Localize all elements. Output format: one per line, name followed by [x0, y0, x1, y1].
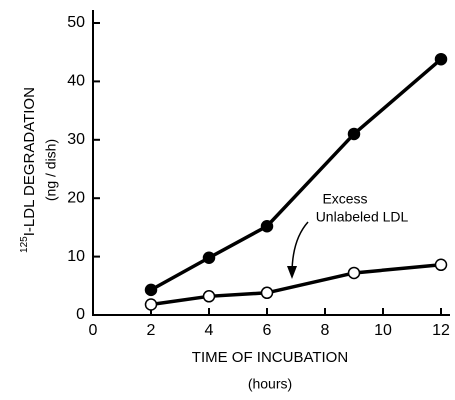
point [347, 266, 361, 280]
y-tick-label: 30 [67, 131, 85, 148]
annotation: Unlabeled LDL [316, 209, 409, 225]
point [202, 290, 216, 303]
y-tick-label: 10 [67, 248, 85, 265]
point [260, 219, 274, 233]
point [260, 286, 274, 300]
annotation-arrowhead [287, 266, 297, 279]
x-axis-label: TIME OF INCUBATION [192, 349, 348, 366]
x-tick-label: 6 [263, 322, 272, 339]
series-line [150, 57, 443, 292]
y-tick-label: 50 [67, 14, 85, 31]
y-axis-label: 125I-LDL DEGRADATION [19, 87, 38, 253]
x-tick-label: 8 [321, 322, 330, 339]
x-tick-label: 0 [89, 322, 98, 339]
x-tick-label: 12 [432, 322, 450, 339]
series-line [150, 263, 442, 307]
point [434, 258, 448, 272]
annotation: Excess [322, 191, 367, 207]
y-axis-units: (ng / dish) [43, 139, 59, 201]
y-label-sup: 125 [19, 236, 30, 253]
y-label-text: I-LDL DEGRADATION [21, 87, 38, 236]
y-tick-label: 20 [67, 189, 85, 206]
point [202, 251, 216, 265]
x-tick-label: 10 [374, 322, 392, 339]
point [144, 283, 158, 297]
x-tick-label: 4 [205, 322, 214, 339]
point [347, 127, 361, 141]
x-axis-units: (hours) [248, 376, 292, 392]
point [434, 52, 448, 66]
x-tick-label: 2 [147, 322, 156, 339]
y-tick-label: 0 [76, 306, 85, 323]
point [144, 298, 158, 311]
y-tick-label: 40 [67, 73, 85, 90]
